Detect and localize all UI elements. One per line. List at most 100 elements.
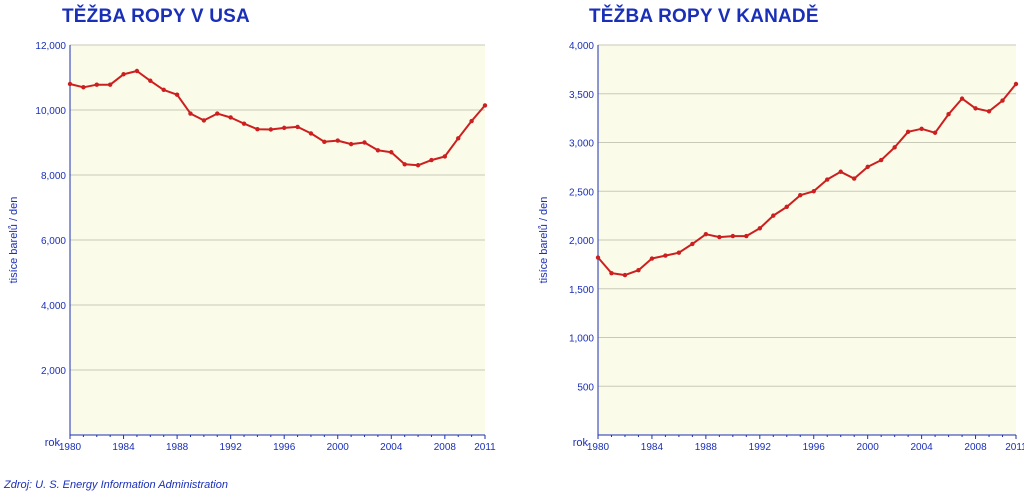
- data-point: [281, 125, 287, 131]
- x-tick-label: 1988: [695, 442, 718, 453]
- data-point: [932, 130, 938, 135]
- data-point: [959, 96, 965, 101]
- data-point: [188, 111, 193, 116]
- data-point: [121, 72, 126, 77]
- data-point: [308, 131, 314, 136]
- x-tick-label: 2011: [474, 442, 496, 453]
- y-tick-label: 2,000: [41, 366, 66, 377]
- x-tick-label: 2004: [380, 442, 403, 453]
- data-point: [482, 103, 488, 108]
- data-point: [905, 129, 911, 134]
- data-point: [268, 127, 274, 132]
- data-point: [81, 85, 86, 90]
- data-point: [215, 111, 220, 116]
- y-axis-label: tisíce barelů / den: [538, 197, 550, 284]
- y-tick-label: 2,500: [569, 187, 594, 198]
- x-tick-label: 1992: [220, 442, 243, 453]
- data-point: [1000, 98, 1005, 103]
- data-point: [663, 253, 668, 258]
- y-tick-label: 3,000: [569, 139, 594, 150]
- x-tick-label: 2000: [857, 442, 880, 453]
- data-point: [609, 270, 614, 276]
- y-tick-label: 6,000: [41, 236, 66, 247]
- data-point: [622, 272, 628, 278]
- x-tick-label: 2011: [1005, 442, 1024, 453]
- data-point: [771, 213, 776, 218]
- data-point: [730, 233, 736, 239]
- x-tick-label: 1996: [803, 442, 826, 453]
- x-tick-label: 1992: [749, 442, 772, 453]
- data-point: [362, 140, 367, 145]
- data-point: [649, 256, 655, 261]
- y-tick-label: 3,500: [569, 90, 594, 101]
- x-tick-label: 1996: [273, 442, 296, 453]
- data-point: [174, 92, 180, 97]
- x-tick-label: 2004: [910, 442, 933, 453]
- y-tick-label: 10,000: [35, 106, 66, 117]
- data-point: [744, 233, 749, 239]
- y-tick-label: 1,000: [569, 334, 594, 345]
- data-point: [784, 204, 789, 210]
- data-point: [811, 189, 816, 194]
- x-tick-label: 2008: [434, 442, 457, 453]
- data-point: [919, 126, 924, 132]
- y-tick-label: 1,500: [569, 285, 594, 296]
- data-point: [946, 112, 951, 117]
- data-point: [442, 154, 448, 159]
- data-point: [703, 231, 709, 237]
- data-point: [851, 176, 857, 181]
- x-tick-label: 1984: [641, 442, 664, 453]
- x-tick-label: 1980: [587, 442, 610, 453]
- series-line: [69, 70, 486, 167]
- data-point: [878, 157, 884, 163]
- data-point: [255, 126, 260, 132]
- data-point: [389, 150, 394, 155]
- data-point: [295, 124, 300, 130]
- y-tick-label: 8,000: [41, 171, 66, 182]
- data-point: [973, 106, 978, 111]
- data-point: [94, 82, 99, 87]
- x-tick-label: 1980: [59, 442, 82, 453]
- x-tick-label: 1984: [112, 442, 135, 453]
- data-point: [1013, 81, 1019, 87]
- data-point: [67, 81, 73, 87]
- y-tick-label: 500: [577, 382, 594, 393]
- data-point: [201, 118, 207, 123]
- data-point: [469, 118, 474, 124]
- data-point: [107, 82, 113, 87]
- data-point: [375, 148, 381, 153]
- data-point: [402, 162, 407, 167]
- x-tick-label: 2008: [964, 442, 987, 453]
- data-point: [798, 192, 803, 198]
- data-point: [429, 157, 434, 163]
- data-point: [148, 78, 153, 83]
- data-point: [825, 177, 830, 182]
- data-point: [892, 145, 897, 150]
- data-point: [456, 136, 461, 141]
- data-point: [241, 121, 247, 126]
- data-point: [161, 87, 166, 93]
- data-point: [415, 163, 421, 168]
- data-point: [595, 255, 601, 260]
- x-axis-label: rok: [573, 437, 589, 449]
- data-point: [348, 141, 354, 147]
- data-point: [717, 234, 722, 240]
- chart-title-usa: TĚŽBA ROPY V USA: [62, 6, 250, 27]
- data-point: [228, 115, 233, 120]
- series-line: [597, 83, 1017, 277]
- data-point: [690, 241, 695, 247]
- data-point: [134, 68, 140, 74]
- data-point: [757, 226, 763, 231]
- y-tick-label: 4,000: [41, 301, 66, 312]
- data-point: [676, 250, 682, 255]
- data-point: [636, 268, 641, 273]
- data-point: [986, 109, 992, 114]
- y-tick-label: 12,000: [35, 41, 66, 52]
- y-tick-label: 2,000: [569, 236, 594, 247]
- y-axis-label: tisíce barelů / den: [8, 197, 20, 284]
- source-note: Zdroj: U. S. Energy Information Administ…: [4, 479, 228, 491]
- y-tick-label: 4,000: [569, 41, 594, 52]
- chart-title-canada: TĚŽBA ROPY V KANADĚ: [589, 6, 819, 27]
- data-point: [335, 138, 340, 143]
